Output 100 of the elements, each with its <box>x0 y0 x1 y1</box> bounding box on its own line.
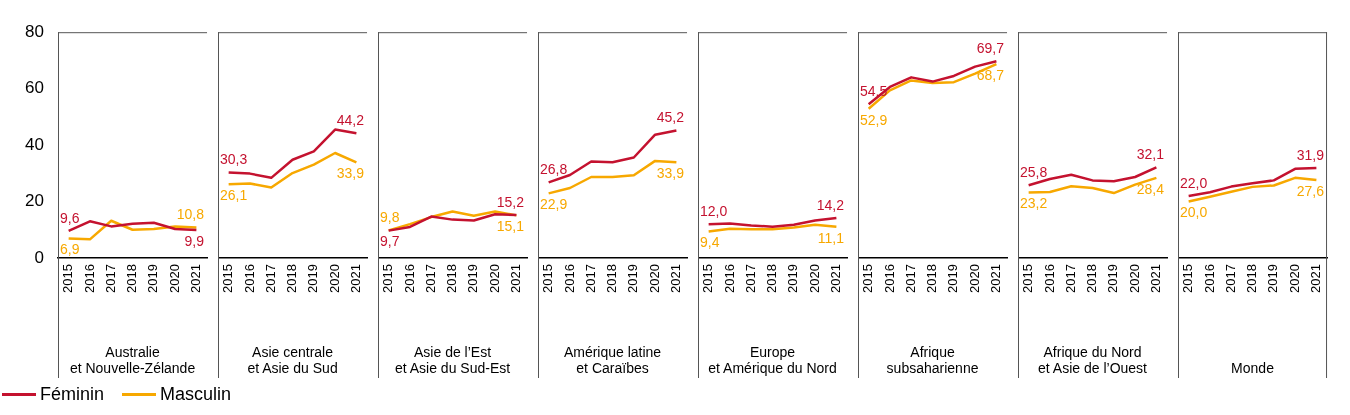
x-tick-label: 2019 <box>305 264 321 293</box>
data-label: 33,9 <box>336 165 365 182</box>
x-tick-label: 2017 <box>1222 264 1238 293</box>
data-label: 27,6 <box>1296 182 1325 199</box>
x-tick-label: 2016 <box>401 264 417 293</box>
x-tick-label: 2015 <box>860 264 876 293</box>
data-label: 22,0 <box>1180 174 1208 191</box>
x-tick-label: 2020 <box>966 264 982 293</box>
x-tick-label: 2017 <box>1062 264 1078 293</box>
data-label: 30,3 <box>220 151 248 168</box>
x-tick-label: 2020 <box>486 264 502 293</box>
legend-label: Masculin <box>160 384 232 405</box>
data-label: 28,4 <box>1136 180 1165 197</box>
x-tick-label: 2021 <box>1307 264 1323 293</box>
x-tick-label: 2018 <box>1244 264 1260 293</box>
x-tick-label: 2015 <box>1180 264 1196 293</box>
data-label: 10,8 <box>176 206 205 223</box>
data-label: 33,9 <box>656 165 685 182</box>
x-tick-label: 2019 <box>1105 264 1121 293</box>
data-label: 9,6 <box>60 209 80 226</box>
x-tick-label: 2015 <box>700 264 716 293</box>
x-tick-label: 2016 <box>241 264 257 293</box>
legend-label: Féminin <box>40 384 105 405</box>
data-label: 9,9 <box>184 232 205 249</box>
data-label: 69,7 <box>976 40 1005 57</box>
data-label: 11,1 <box>817 229 845 246</box>
x-tick-label: 2015 <box>380 264 396 293</box>
x-tick-label: 2019 <box>625 264 641 293</box>
x-tick-label: 2015 <box>1020 264 1036 293</box>
x-tick-label: 2018 <box>764 264 780 293</box>
x-tick-label: 2015 <box>60 264 76 293</box>
x-tick-label: 2019 <box>1265 264 1281 293</box>
x-tick-label: 2016 <box>561 264 577 293</box>
x-tick-label: 2016 <box>881 264 897 293</box>
x-tick-label: 2019 <box>465 264 481 293</box>
y-tick-label: 40 <box>25 134 44 154</box>
y-tick-label: 80 <box>25 21 44 41</box>
data-label: 25,8 <box>1020 164 1048 181</box>
data-label: 52,9 <box>860 111 888 128</box>
x-tick-label: 2020 <box>1126 264 1142 293</box>
x-tick-label: 2017 <box>902 264 918 293</box>
x-tick-label: 2015 <box>540 264 556 293</box>
x-axis-title: Europe et Amérique du Nord <box>708 343 837 377</box>
data-label: 15,2 <box>496 193 525 210</box>
x-tick-label: 2021 <box>1147 264 1163 293</box>
data-label: 31,9 <box>1296 146 1325 163</box>
x-tick-label: 2015 <box>220 264 236 293</box>
x-tick-label: 2020 <box>326 264 342 293</box>
x-tick-label: 2017 <box>422 264 438 293</box>
x-tick-label: 2021 <box>507 264 523 293</box>
x-tick-label: 2018 <box>444 264 460 293</box>
x-tick-label: 2018 <box>924 264 940 293</box>
x-tick-label: 2019 <box>945 264 961 293</box>
x-tick-label: 2018 <box>604 264 620 293</box>
data-label: 6,9 <box>60 241 80 258</box>
data-label: 44,2 <box>336 112 365 129</box>
data-label: 22,9 <box>540 196 568 213</box>
x-axis-title: Amérique latine et Caraïbes <box>563 343 662 377</box>
x-tick-label: 2021 <box>187 264 203 293</box>
data-label: 23,2 <box>1020 195 1048 212</box>
x-tick-label: 2021 <box>987 264 1003 293</box>
x-tick-label: 2017 <box>582 264 598 293</box>
data-label: 9,4 <box>700 234 720 251</box>
x-tick-label: 2017 <box>262 264 278 293</box>
x-axis-title: Afrique du Nord et Asie de l’Ouest <box>1038 343 1148 377</box>
x-tick-label: 2018 <box>1084 264 1100 293</box>
x-tick-label: 2017 <box>102 264 118 293</box>
x-tick-label: 2020 <box>166 264 182 293</box>
x-tick-label: 2021 <box>347 264 363 293</box>
y-tick-label: 0 <box>34 247 44 267</box>
x-tick-label: 2016 <box>81 264 97 293</box>
x-tick-label: 2016 <box>1041 264 1057 293</box>
x-tick-label: 2020 <box>1286 264 1302 293</box>
x-axis-title: Afrique subsaharienne <box>886 343 979 377</box>
data-label: 26,8 <box>540 161 568 178</box>
data-label: 45,2 <box>656 109 685 126</box>
x-axis-title: Monde <box>1231 360 1275 377</box>
x-tick-label: 2019 <box>785 264 801 293</box>
x-tick-label: 2021 <box>667 264 683 293</box>
y-tick-label: 60 <box>25 78 44 98</box>
x-tick-label: 2018 <box>124 264 140 293</box>
x-tick-label: 2016 <box>1201 264 1217 293</box>
data-label: 9,8 <box>380 209 400 226</box>
x-tick-label: 2016 <box>721 264 737 293</box>
x-tick-label: 2020 <box>646 264 662 293</box>
x-axis-title: Australie et Nouvelle-Zélande <box>69 343 196 377</box>
x-tick-label: 2017 <box>742 264 758 293</box>
data-label: 9,7 <box>380 233 400 250</box>
x-tick-label: 2019 <box>145 264 161 293</box>
data-label: 15,1 <box>496 218 525 235</box>
data-label: 20,0 <box>1180 204 1208 221</box>
x-axis-title: Asie de l’Est et Asie du Sud-Est <box>394 343 511 377</box>
data-label: 32,1 <box>1136 146 1165 163</box>
x-tick-label: 2020 <box>806 264 822 293</box>
y-tick-label: 20 <box>25 191 44 211</box>
data-label: 14,2 <box>816 196 845 213</box>
x-tick-label: 2021 <box>827 264 843 293</box>
x-axis-title: Asie centrale et Asie du Sud <box>247 343 338 377</box>
data-label: 26,1 <box>220 187 248 204</box>
data-label: 12,0 <box>700 202 728 219</box>
